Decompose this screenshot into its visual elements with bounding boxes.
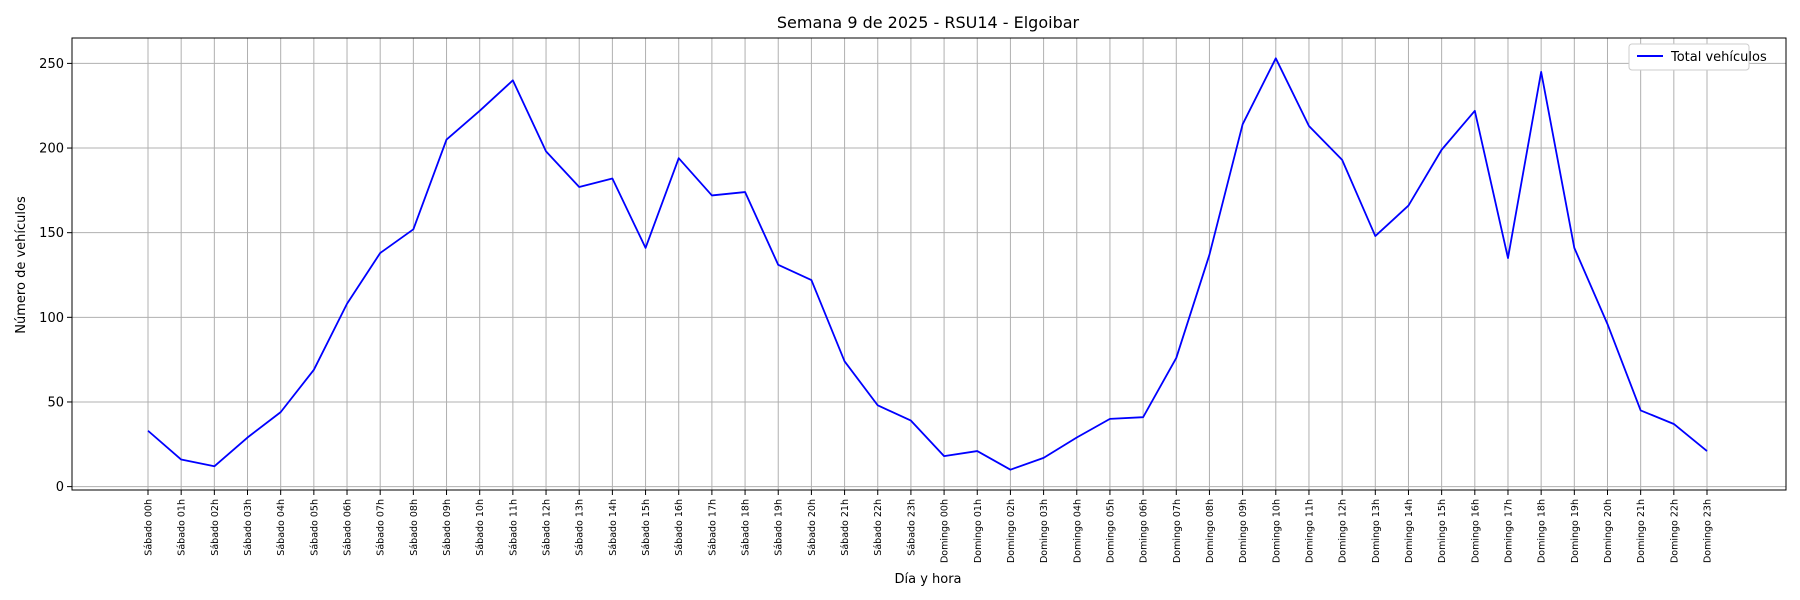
x-tick-label: Sábado 22h bbox=[873, 499, 884, 556]
y-tick-label: 0 bbox=[56, 480, 64, 495]
x-tick-label: Sábado 03h bbox=[243, 499, 254, 556]
x-tick-label: Sábado 07h bbox=[376, 499, 387, 556]
plot-area-frame bbox=[71, 37, 1787, 491]
x-tick-label: Sábado 15h bbox=[641, 499, 652, 556]
x-tick-label: Domingo 21h bbox=[1636, 499, 1647, 563]
x-tick-label: Domingo 05h bbox=[1105, 499, 1116, 563]
x-tick-label: Domingo 00h bbox=[940, 499, 951, 563]
x-tick-label: Domingo 22h bbox=[1669, 499, 1680, 563]
series-line-total-vehiculos bbox=[147, 57, 1708, 471]
x-tick-label: Domingo 18h bbox=[1537, 499, 1548, 563]
x-tick-label: Domingo 02h bbox=[1006, 499, 1017, 563]
y-tick-label: 100 bbox=[39, 311, 64, 326]
legend-box bbox=[1628, 43, 1750, 71]
x-tick-label: Domingo 08h bbox=[1205, 499, 1216, 563]
x-tick-label: Domingo 14h bbox=[1404, 499, 1415, 563]
x-tick-label: Domingo 06h bbox=[1139, 499, 1150, 563]
x-tick-label: Sábado 08h bbox=[409, 499, 420, 556]
x-tick-label: Domingo 11h bbox=[1304, 499, 1315, 563]
x-tick-label: Sábado 12h bbox=[542, 499, 553, 556]
series-layer bbox=[147, 57, 1708, 471]
x-tick-label: Domingo 09h bbox=[1238, 499, 1249, 563]
x-tick-label: Sábado 01h bbox=[177, 499, 188, 556]
y-tick-label: 50 bbox=[47, 395, 64, 410]
x-tick-label: Domingo 16h bbox=[1470, 499, 1481, 563]
x-tick-label: Sábado 11h bbox=[508, 499, 519, 556]
y-tick-label: 150 bbox=[39, 226, 64, 241]
x-tick-label: Sábado 13h bbox=[575, 499, 586, 556]
x-tick-label: Sábado 05h bbox=[309, 499, 320, 556]
x-tick-label: Domingo 01h bbox=[973, 499, 984, 563]
y-axis-label: Número de vehículos bbox=[14, 196, 29, 334]
x-tick-label: Domingo 03h bbox=[1039, 499, 1050, 563]
x-tick-label: Sábado 10h bbox=[475, 499, 486, 556]
legend: Total vehículos bbox=[1628, 43, 1767, 71]
x-tick-label: Sábado 09h bbox=[442, 499, 453, 556]
x-tick-label: Sábado 04h bbox=[276, 499, 287, 556]
x-tick-label: Sábado 17h bbox=[707, 499, 718, 556]
x-axis-ticks: Sábado 00h Sábado 01h Sábado 02h Sábado 03h… bbox=[144, 490, 1714, 563]
x-tick-label: Sábado 02h bbox=[210, 499, 221, 556]
x-tick-label: Domingo 07h bbox=[1172, 499, 1183, 563]
x-tick-label: Domingo 15h bbox=[1437, 499, 1448, 563]
x-tick-label: Sábado 19h bbox=[774, 499, 785, 556]
legend-label: Total vehículos bbox=[1670, 50, 1767, 65]
chart-title: Semana 9 de 2025 - RSU14 - Elgoibar bbox=[777, 13, 1080, 32]
x-tick-label: Sábado 16h bbox=[674, 499, 685, 556]
grid-lines bbox=[72, 38, 1786, 490]
x-tick-label: Sábado 23h bbox=[906, 499, 917, 556]
x-tick-label: Domingo 19h bbox=[1570, 499, 1581, 563]
x-tick-label: Domingo 12h bbox=[1338, 499, 1349, 563]
y-tick-label: 200 bbox=[39, 142, 64, 157]
x-axis-label: Día y hora bbox=[894, 572, 961, 587]
x-tick-label: Domingo 20h bbox=[1603, 499, 1614, 563]
x-tick-label: Sábado 00h bbox=[144, 499, 155, 556]
x-tick-label: Sábado 06h bbox=[343, 499, 354, 556]
y-axis-ticks: 0 50 100 150 200 250 bbox=[39, 57, 72, 495]
x-tick-label: Domingo 23h bbox=[1703, 499, 1714, 563]
x-tick-label: Sábado 20h bbox=[807, 499, 818, 556]
x-tick-label: Domingo 13h bbox=[1371, 499, 1382, 563]
x-tick-label: Domingo 10h bbox=[1271, 499, 1282, 563]
x-tick-label: Sábado 14h bbox=[608, 499, 619, 556]
y-tick-label: 250 bbox=[39, 57, 64, 72]
x-tick-label: Domingo 04h bbox=[1072, 499, 1083, 563]
x-tick-label: Domingo 17h bbox=[1503, 499, 1514, 563]
x-tick-label: Sábado 21h bbox=[840, 499, 851, 556]
x-tick-label: Sábado 18h bbox=[741, 499, 752, 556]
